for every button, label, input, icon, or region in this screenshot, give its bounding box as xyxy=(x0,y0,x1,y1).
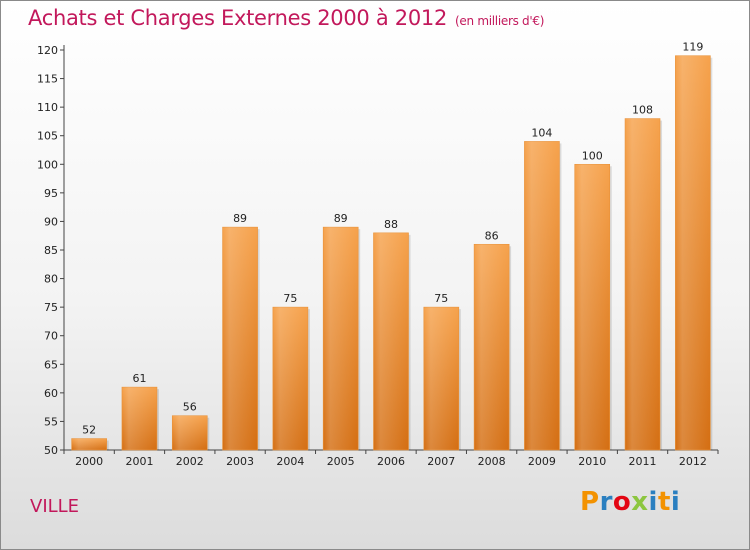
x-tick-label: 2012 xyxy=(679,455,707,468)
bar-value-label: 75 xyxy=(434,292,448,305)
bar-highlight xyxy=(172,415,208,450)
y-tick-label: 120 xyxy=(37,44,58,57)
x-tick-label: 2003 xyxy=(226,455,254,468)
y-tick-label: 60 xyxy=(44,387,58,400)
bar-highlight xyxy=(474,244,510,450)
x-tick-label: 2007 xyxy=(427,455,455,468)
bar-highlight xyxy=(373,232,409,450)
bar-highlight xyxy=(675,55,711,450)
y-tick-label: 55 xyxy=(44,415,58,428)
x-tick-label: 2008 xyxy=(478,455,506,468)
y-tick-label: 90 xyxy=(44,215,58,228)
y-tick-label: 85 xyxy=(44,244,58,257)
x-tick-label: 2011 xyxy=(629,455,657,468)
bar-highlight xyxy=(121,387,157,450)
bar-highlight xyxy=(625,118,661,451)
y-tick-label: 75 xyxy=(44,301,58,314)
bars xyxy=(71,55,713,451)
x-tick-label: 2001 xyxy=(125,455,153,468)
y-tick-label: 65 xyxy=(44,358,58,371)
y-tick-label: 115 xyxy=(37,73,58,86)
logo-letter: o xyxy=(612,487,632,517)
data-labels: 52 61 56 89 75 89 88 75 86 104 100 108 119 xyxy=(82,41,703,437)
bar-value-label: 104 xyxy=(531,126,552,139)
y-tick-label: 105 xyxy=(37,130,58,143)
bar-highlight xyxy=(423,307,459,450)
y-tick-label: 100 xyxy=(37,158,58,171)
x-tick-label: 2010 xyxy=(578,455,606,468)
bar-value-label: 89 xyxy=(233,212,247,225)
chart-title: Achats et Charges Externes 2000 à 2012 (e… xyxy=(28,6,544,30)
chart-unit: (en milliers d'€) xyxy=(455,14,545,28)
bar-highlight xyxy=(272,307,308,450)
bar-value-label: 61 xyxy=(132,372,146,385)
y-tick-label: 110 xyxy=(37,101,58,114)
bar-value-label: 56 xyxy=(183,401,197,414)
bar-value-label: 108 xyxy=(632,104,653,117)
bar-value-label: 75 xyxy=(283,292,297,305)
bar-value-label: 52 xyxy=(82,424,96,437)
y-tick-label: 80 xyxy=(44,273,58,286)
logo-letter: x xyxy=(631,487,649,517)
logo-letter: t xyxy=(657,487,671,517)
bar-highlight xyxy=(574,164,610,451)
bar-highlight xyxy=(71,438,107,450)
x-tick-label: 2006 xyxy=(377,455,405,468)
logo-letter: P xyxy=(580,487,600,517)
bar-highlight xyxy=(323,227,359,450)
bar-value-label: 88 xyxy=(384,218,398,231)
bar-value-label: 86 xyxy=(485,229,499,242)
y-tick-label: 50 xyxy=(44,444,58,457)
bar-highlight xyxy=(524,141,560,450)
logo-letter: r xyxy=(599,487,613,517)
chart-title-text: Achats et Charges Externes 2000 à 2012 xyxy=(28,6,448,30)
logo-letter: i xyxy=(670,487,681,517)
bar-value-label: 89 xyxy=(334,212,348,225)
commune-name: VILLE xyxy=(30,496,80,517)
x-tick-label: 2000 xyxy=(75,455,103,468)
y-tick-label: 95 xyxy=(44,187,58,200)
x-tick-label: 2004 xyxy=(276,455,304,468)
x-tick-label: 2009 xyxy=(528,455,556,468)
logo-letter: i xyxy=(648,487,658,517)
y-tick-label: 70 xyxy=(44,330,58,343)
x-tick-label: 2005 xyxy=(327,455,355,468)
x-tick-label: 2002 xyxy=(176,455,204,468)
proxiti-logo: Proxiti xyxy=(580,487,680,517)
bar-value-label: 119 xyxy=(682,41,703,54)
bar-highlight xyxy=(222,227,258,450)
bar-value-label: 100 xyxy=(582,149,603,162)
